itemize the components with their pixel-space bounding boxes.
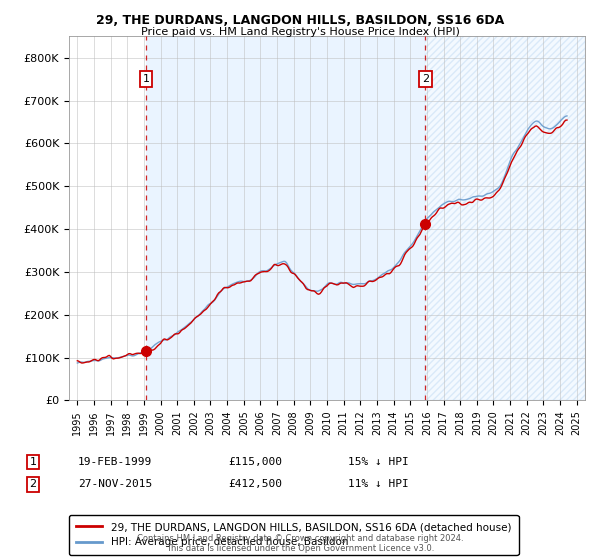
Text: 2: 2	[29, 479, 37, 489]
Text: 1: 1	[143, 74, 149, 84]
Text: 29, THE DURDANS, LANGDON HILLS, BASILDON, SS16 6DA: 29, THE DURDANS, LANGDON HILLS, BASILDON…	[96, 14, 504, 27]
Text: 2: 2	[422, 74, 429, 84]
Text: 11% ↓ HPI: 11% ↓ HPI	[348, 479, 409, 489]
Text: £412,500: £412,500	[228, 479, 282, 489]
Legend: 29, THE DURDANS, LANGDON HILLS, BASILDON, SS16 6DA (detached house), HPI: Averag: 29, THE DURDANS, LANGDON HILLS, BASILDON…	[69, 515, 518, 554]
Text: 27-NOV-2015: 27-NOV-2015	[78, 479, 152, 489]
Text: 15% ↓ HPI: 15% ↓ HPI	[348, 457, 409, 467]
Text: Contains HM Land Registry data © Crown copyright and database right 2024.
This d: Contains HM Land Registry data © Crown c…	[137, 534, 463, 553]
Text: 19-FEB-1999: 19-FEB-1999	[78, 457, 152, 467]
Text: Price paid vs. HM Land Registry's House Price Index (HPI): Price paid vs. HM Land Registry's House …	[140, 27, 460, 37]
Text: £115,000: £115,000	[228, 457, 282, 467]
Bar	[425, 36, 585, 400]
Text: 1: 1	[29, 457, 37, 467]
Bar	[146, 36, 425, 400]
